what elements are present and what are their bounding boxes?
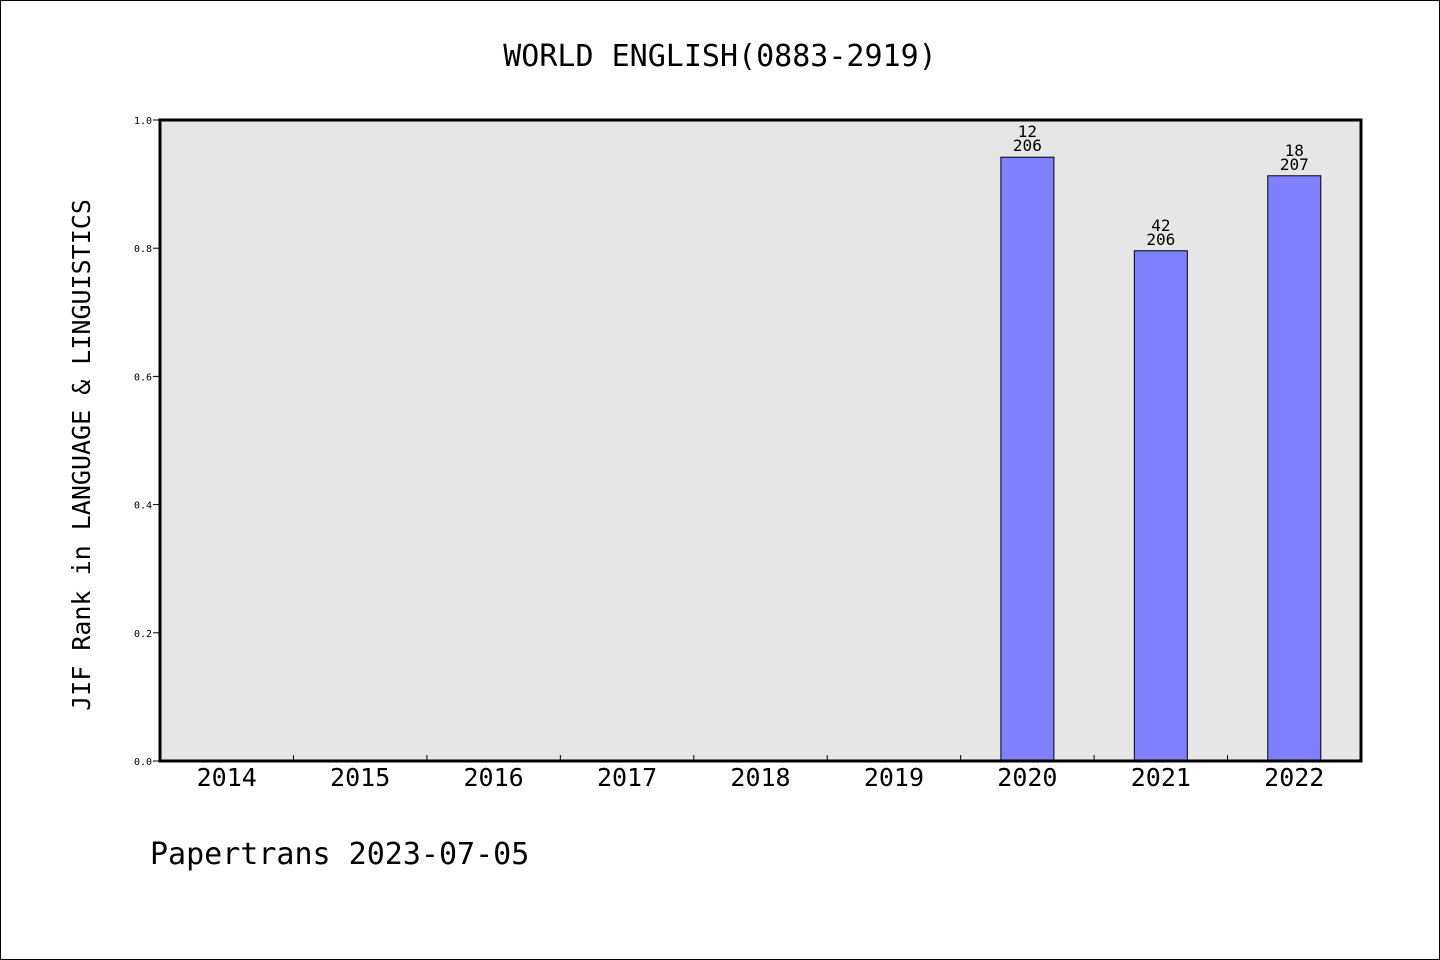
y-axis-label: JIF Rank in LANGUAGE & LINGUISTICS (67, 199, 96, 711)
y-tick-label: 0.0 (134, 757, 152, 768)
x-tick-label: 2015 (330, 763, 390, 792)
bar-total-label: 206 (1146, 230, 1175, 249)
x-tick-label: 2016 (464, 763, 524, 792)
footer-credit: Papertrans 2023-07-05 (150, 837, 529, 872)
y-tick-label: 0.8 (134, 244, 152, 255)
bar-2022 (1267, 175, 1322, 762)
x-tick-label: 2014 (197, 763, 257, 792)
y-tick-label: 0.6 (134, 372, 152, 383)
x-tick-label: 2017 (597, 763, 657, 792)
bar-2020 (1000, 156, 1055, 762)
y-ticks-group: 0.0 0.2 0.4 0.6 0.8 1.0 (134, 116, 160, 768)
x-tick-label: 2022 (1264, 763, 1324, 792)
x-tick-label: 2021 (1131, 763, 1191, 792)
chart-title: WORLD ENGLISH(0883-2919) (503, 39, 936, 74)
x-tick-label: 2020 (997, 763, 1057, 792)
y-tick-label: 0.4 (134, 501, 152, 512)
bar-2021 (1133, 250, 1188, 762)
bar-total-label: 207 (1280, 155, 1309, 174)
x-tick-label: 2019 (864, 763, 924, 792)
plot-border (158, 118, 1363, 763)
bars-group (1000, 156, 1322, 762)
bar-rank-label: 12 (1018, 122, 1037, 141)
x-ticks-group: 2014 2015 2016 2017 2018 2019 2020 2021 2022 (197, 755, 1324, 792)
bar-rank-label: 18 (1285, 141, 1304, 160)
bar-rank-label: 42 (1151, 216, 1170, 235)
y-tick-label: 1.0 (134, 116, 152, 127)
y-tick-label: 0.2 (134, 629, 152, 640)
x-tick-label: 2018 (730, 763, 790, 792)
bar-total-label: 206 (1013, 136, 1042, 155)
